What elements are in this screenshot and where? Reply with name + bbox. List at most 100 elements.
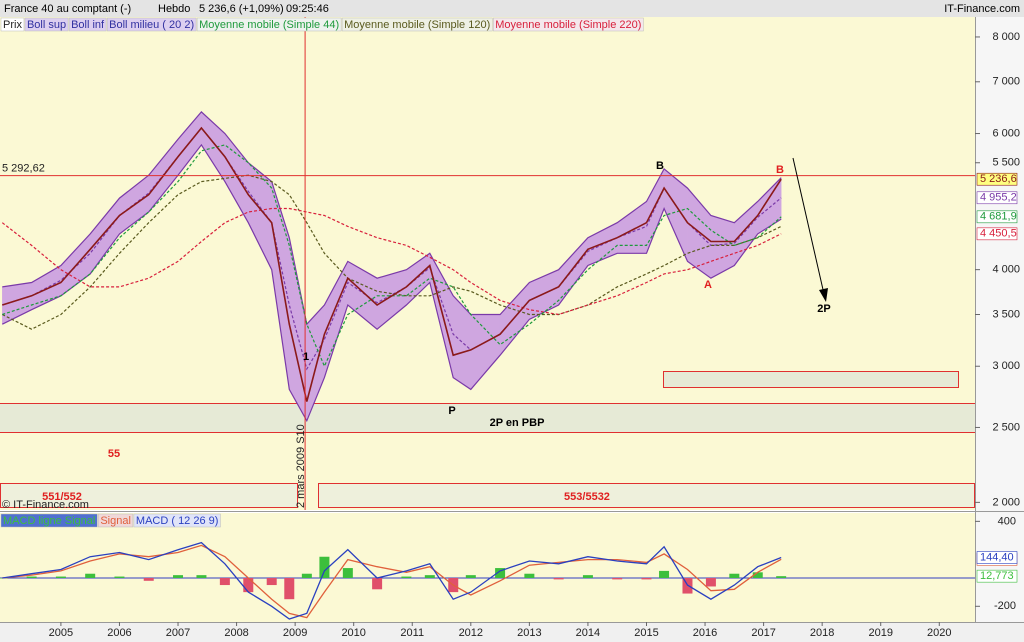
legend-box xyxy=(0,17,25,32)
y-tick-label: 6 000 xyxy=(992,127,1020,139)
value-label-box xyxy=(976,172,1018,186)
legend-box xyxy=(68,17,107,32)
histogram-bar xyxy=(26,576,37,578)
series-line xyxy=(2,143,782,423)
value-label-box xyxy=(976,210,1018,224)
macd-plot-bg xyxy=(0,513,975,622)
histogram-bar xyxy=(284,577,295,600)
quote: 5 236,6 (+1,09%) xyxy=(199,3,284,15)
period: Hebdo xyxy=(158,3,190,15)
histogram-bar xyxy=(342,568,353,578)
x-tick-label: 2006 xyxy=(107,627,131,639)
zone-box xyxy=(318,483,975,508)
y-tick-label: 4 000 xyxy=(992,264,1020,276)
legend-entry: Boll sup xyxy=(27,19,66,31)
y-tick-label: 7 000 xyxy=(992,76,1020,88)
value-label: 4 450,5 xyxy=(980,228,1017,240)
legend-entry: Prix xyxy=(3,19,22,31)
histogram-bar xyxy=(143,577,154,581)
annotation: 1 xyxy=(303,351,309,363)
series-line xyxy=(1,207,782,316)
x-tick-label: 2013 xyxy=(517,627,541,639)
legend-entry: Moyenne mobile (Simple 44) xyxy=(199,19,339,31)
reference-label: 5 292,62 xyxy=(2,163,45,175)
legend-box xyxy=(98,513,134,528)
legend-entry: Boll milieu ( 20 2) xyxy=(109,19,194,31)
zone-box xyxy=(0,483,298,508)
arrow-head xyxy=(819,288,828,302)
histogram-bar xyxy=(55,576,66,578)
x-tick-label: 2019 xyxy=(868,627,892,639)
value-label-box xyxy=(976,569,1018,583)
y-tick-label: 5 500 xyxy=(992,157,1020,169)
zone-band xyxy=(0,403,975,432)
legend-entry: Signal xyxy=(100,515,131,527)
value-label: 5 236,6 xyxy=(980,173,1017,185)
annotation: 2P en PBP xyxy=(490,417,545,429)
value-label: 12,773 xyxy=(980,570,1014,582)
value-label: 4 681,9 xyxy=(980,211,1017,223)
histogram-bar xyxy=(641,577,652,580)
annotation: 2P xyxy=(817,303,830,315)
legend-entry: MACD ligne Signal xyxy=(3,515,95,527)
y-tick-label: 2 500 xyxy=(992,421,1020,433)
bottom-axis-bg xyxy=(0,622,1024,642)
histogram-bar xyxy=(173,575,184,578)
value-label: 144,40 xyxy=(980,551,1014,563)
histogram-bar xyxy=(659,570,670,578)
histogram-bar xyxy=(219,577,230,586)
histogram-bar xyxy=(301,573,312,578)
histogram-bar xyxy=(729,573,740,578)
histogram-bar xyxy=(705,577,716,587)
histogram-bar xyxy=(85,573,96,578)
annotation: B xyxy=(776,164,784,176)
legend-box xyxy=(106,17,197,32)
histogram-bar xyxy=(495,568,506,578)
series-line xyxy=(2,174,782,330)
instrument: France 40 au comptant (-) xyxy=(4,3,131,15)
vertical-marker-label: 2 mars 2009 S10 xyxy=(295,424,307,508)
x-tick-label: 2012 xyxy=(459,627,483,639)
histogram-bar xyxy=(243,577,254,593)
y-tick-label: 3 500 xyxy=(992,308,1020,320)
histogram-bar xyxy=(524,573,535,578)
histogram-bar xyxy=(319,556,330,578)
y-tick-label: -200 xyxy=(994,600,1016,612)
value-label-box xyxy=(976,191,1018,205)
histogram-bar xyxy=(196,575,207,578)
x-tick-label: 2009 xyxy=(283,627,307,639)
histogram-bar xyxy=(465,575,476,578)
x-tick-label: 2011 xyxy=(400,627,424,639)
legend-entry: Moyenne mobile (Simple 220) xyxy=(495,19,641,31)
y-tick-label: 3 000 xyxy=(992,360,1020,372)
copyright: © IT-Finance.com xyxy=(2,499,89,511)
annotation: 553/5532 xyxy=(564,491,610,503)
plot-layer: 5 292,62 2 mars 2009 S10 B B A 1 P 2P en PBP 2P 5… xyxy=(0,17,975,620)
histogram-bar xyxy=(553,577,564,580)
legend-entry: Moyenne mobile (Simple 120) xyxy=(344,19,490,31)
x-tick-label: 2016 xyxy=(693,627,717,639)
histogram-bar xyxy=(266,577,277,586)
histogram-bar xyxy=(114,576,125,578)
x-tick-label: 2018 xyxy=(810,627,834,639)
y-tick-label: 2 000 xyxy=(992,496,1020,508)
y-tick-label: 400 xyxy=(998,515,1016,527)
legend-box xyxy=(24,17,69,32)
header-bar xyxy=(0,0,1024,17)
arrow xyxy=(792,157,825,295)
brand: IT-Finance.com xyxy=(944,3,1020,15)
x-tick-label: 2007 xyxy=(166,627,190,639)
legend-box xyxy=(133,513,221,528)
histogram-bar xyxy=(424,575,435,578)
x-tick-label: 2015 xyxy=(634,627,658,639)
annotation: 551/552 xyxy=(42,491,82,503)
annotation: A xyxy=(704,279,712,291)
series-line xyxy=(2,541,782,620)
annotation: B xyxy=(656,160,664,172)
legend-box xyxy=(341,17,493,32)
histogram-bar xyxy=(776,576,787,578)
y-tick-label: 8 000 xyxy=(992,31,1020,43)
right-axis-bg xyxy=(975,17,1024,622)
